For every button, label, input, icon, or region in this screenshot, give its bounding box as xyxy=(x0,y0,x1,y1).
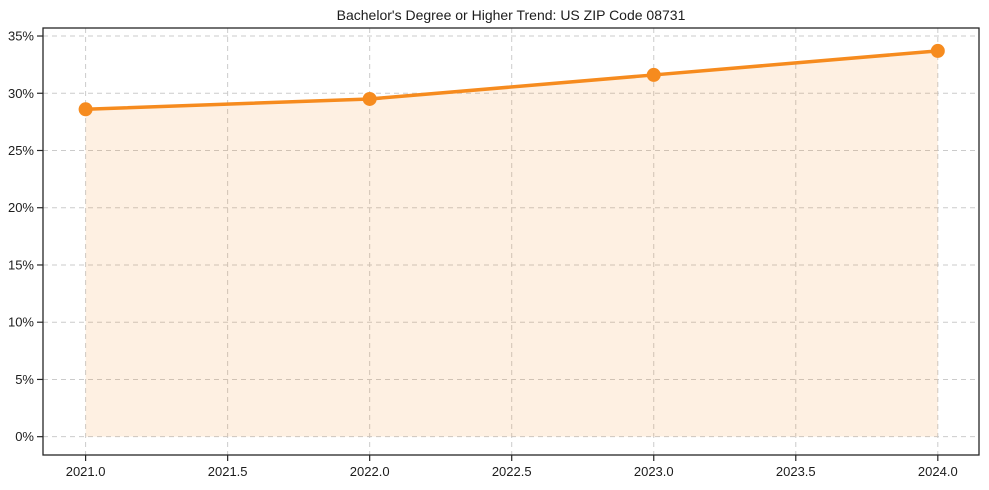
y-tick-label: 35% xyxy=(8,29,34,44)
y-tick-label: 30% xyxy=(8,86,34,101)
x-tick-label: 2022.0 xyxy=(350,464,390,479)
x-tick-label: 2021.0 xyxy=(66,464,106,479)
x-tick-label: 2021.5 xyxy=(208,464,248,479)
trend-line xyxy=(83,49,940,112)
data-point-marker xyxy=(646,67,661,82)
y-tick-label: 5% xyxy=(15,372,34,387)
data-point-marker xyxy=(930,43,945,58)
y-tick-label: 10% xyxy=(8,315,34,330)
y-tick-label: 0% xyxy=(15,429,34,444)
area-fill xyxy=(85,50,938,437)
x-tick-label: 2023.5 xyxy=(776,464,816,479)
x-tick-label: 2022.5 xyxy=(492,464,532,479)
chart-title: Bachelor's Degree or Higher Trend: US ZI… xyxy=(337,7,686,23)
x-tick-label: 2023.0 xyxy=(634,464,674,479)
y-tick-label: 25% xyxy=(8,143,34,158)
data-point-marker xyxy=(362,91,377,106)
x-tick-label: 2024.0 xyxy=(918,464,958,479)
y-tick-label: 20% xyxy=(8,200,34,215)
y-tick-label: 15% xyxy=(8,257,34,272)
plot-border xyxy=(42,27,980,456)
plot-area: 2021.0 2021.5 2022.0 2022.5 2023.0 2023.5 2024… xyxy=(8,27,980,479)
data-point-marker xyxy=(78,102,93,117)
